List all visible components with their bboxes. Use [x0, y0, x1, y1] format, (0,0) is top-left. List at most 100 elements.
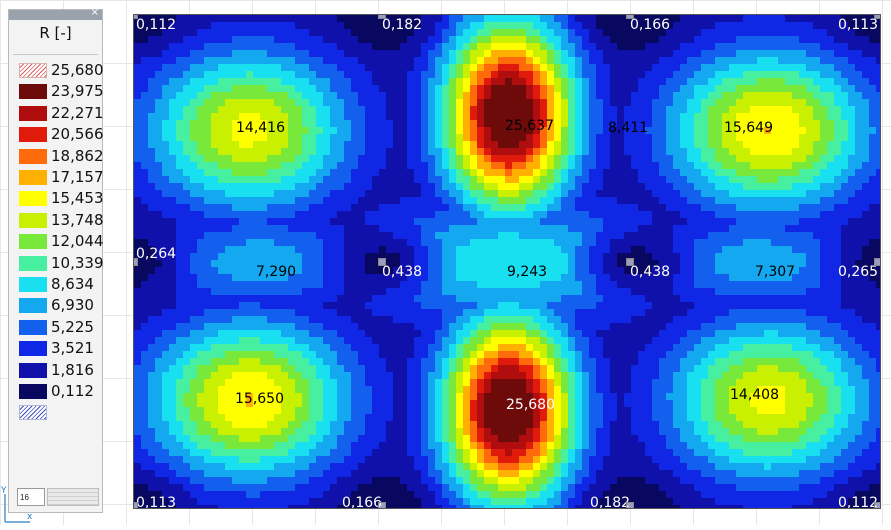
contour-cell [792, 92, 800, 100]
contour-cell [547, 43, 555, 51]
contour-cell [309, 120, 317, 128]
contour-cell [141, 316, 149, 324]
contour-cell [505, 78, 513, 86]
contour-cell [729, 190, 737, 198]
contour-cell [561, 323, 569, 331]
contour-cell [211, 36, 219, 44]
contour-cell [435, 169, 443, 177]
contour-cell [477, 57, 485, 65]
contour-cell [855, 281, 863, 289]
contour-cell [169, 225, 177, 233]
contour-cell [449, 183, 457, 191]
contour-cell [799, 106, 807, 114]
contour-cell [834, 246, 842, 254]
contour-cell [281, 323, 289, 331]
contour-cell [463, 15, 471, 23]
contour-cell [806, 71, 814, 79]
contour-cell [631, 92, 639, 100]
contour-cell [848, 225, 856, 233]
contour-cell [617, 302, 625, 310]
contour-cell [666, 295, 674, 303]
contour-cell [218, 246, 226, 254]
contour-cell [281, 36, 289, 44]
contour-cell [442, 99, 450, 107]
contour-cell [134, 232, 142, 240]
contour-cell [190, 197, 198, 205]
contour-cell [694, 36, 702, 44]
contour-cell [491, 183, 499, 191]
contour-cell [813, 316, 821, 324]
contour-cell [463, 309, 471, 317]
contour-cell [428, 127, 436, 135]
contour-cell [785, 162, 793, 170]
legend-slider[interactable] [47, 488, 99, 506]
contour-cell [771, 169, 779, 177]
contour-cell [316, 323, 324, 331]
contour-cell [708, 330, 716, 338]
contour-cell [211, 106, 219, 114]
contour-cell [225, 274, 233, 282]
contour-cell [750, 36, 758, 44]
contour-cell [183, 141, 191, 149]
contour-cell [526, 155, 534, 163]
contour-cell [708, 148, 716, 156]
contour-cell [281, 176, 289, 184]
contour-cell [372, 162, 380, 170]
contour-cell [197, 316, 205, 324]
contour-cell [554, 134, 562, 142]
contour-cell [862, 141, 870, 149]
contour-cell [414, 218, 422, 226]
contour-cell [820, 155, 828, 163]
contour-cell [232, 99, 240, 107]
contour-cell [638, 316, 646, 324]
contour-cell [785, 246, 793, 254]
contour-cell [169, 211, 177, 219]
contour-cell [351, 22, 359, 30]
close-icon[interactable]: × [91, 7, 99, 18]
contour-cell [323, 22, 331, 30]
contour-cell [421, 50, 429, 58]
contour-cell [295, 274, 303, 282]
contour-cell [428, 323, 436, 331]
contour-cell [813, 106, 821, 114]
contour-cell [785, 22, 793, 30]
contour-cell [309, 71, 317, 79]
contour-cell [540, 71, 548, 79]
contour-cell [260, 190, 268, 198]
contour-cell [687, 106, 695, 114]
contour-cell [414, 134, 422, 142]
contour-cell [239, 267, 247, 275]
contour-cell [302, 22, 310, 30]
contour-cell [218, 85, 226, 93]
contour-cell [757, 302, 765, 310]
contour-cell [743, 29, 751, 37]
contour-cell [372, 92, 380, 100]
contour-cell [372, 197, 380, 205]
contour-cell [281, 225, 289, 233]
contour-cell [568, 281, 576, 289]
contour-cell [624, 78, 632, 86]
contour-cell [547, 232, 555, 240]
contour-cell [652, 253, 660, 261]
contour-cell [757, 141, 765, 149]
contour-cell [540, 78, 548, 86]
contour-cell [505, 169, 513, 177]
contour-cell [456, 295, 464, 303]
contour-cell [659, 113, 667, 121]
contour-cell [547, 169, 555, 177]
contour-cell [813, 190, 821, 198]
contour-cell [855, 183, 863, 191]
contour-cell [386, 204, 394, 212]
contour-cell [351, 29, 359, 37]
contour-cell [344, 15, 352, 23]
contour-cell [596, 267, 604, 275]
contour-cell [792, 302, 800, 310]
contour-cell [225, 309, 233, 317]
legend-titlebar[interactable]: × [9, 10, 102, 20]
contour-cell [484, 176, 492, 184]
contour-cell [540, 239, 548, 247]
contour-cell [603, 253, 611, 261]
contour-cell [547, 141, 555, 149]
